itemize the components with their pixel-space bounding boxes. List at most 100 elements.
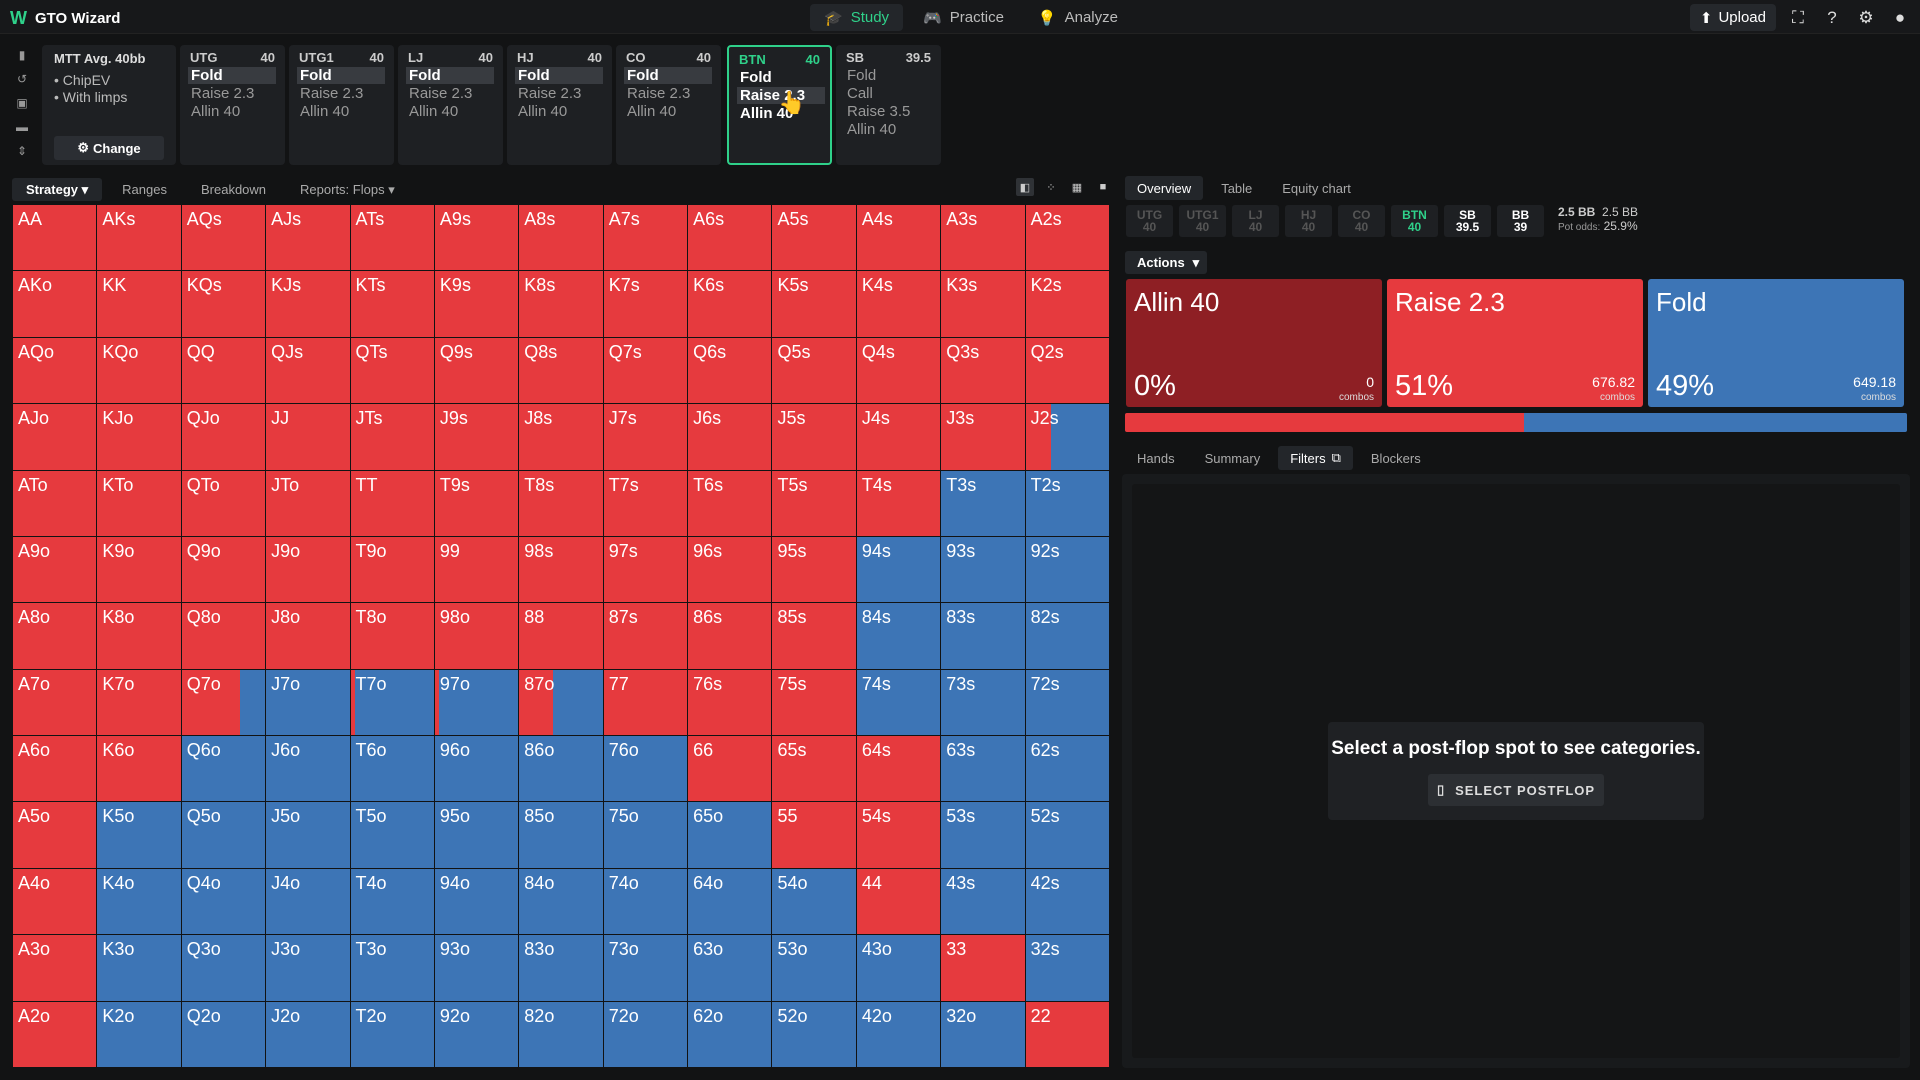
position-action[interactable]: Raise 2.3 — [518, 85, 582, 102]
hand-cell[interactable]: Q2s — [1025, 337, 1109, 404]
hand-cell[interactable]: T4o — [350, 868, 434, 935]
position-action[interactable]: Call — [847, 85, 873, 102]
hand-cell[interactable]: A4o — [13, 868, 97, 935]
hand-cell[interactable]: 94s — [856, 536, 941, 603]
hand-cell[interactable]: 83s — [941, 603, 1025, 669]
hand-cell[interactable]: J8s — [519, 404, 603, 470]
hand-cell[interactable]: T6o — [350, 736, 434, 802]
hand-cell[interactable]: AKo — [13, 271, 97, 337]
position-card-lj[interactable]: LJ 40 Fold Raise 2.3 Allin 40 — [398, 45, 503, 165]
nav-analyze[interactable]: 💡 Analyze — [1037, 9, 1118, 27]
hand-cell[interactable]: J3s — [941, 404, 1025, 470]
hand-cell[interactable]: T3s — [941, 470, 1025, 536]
hand-cell[interactable]: T2o — [350, 1001, 434, 1067]
position-action[interactable]: Fold — [406, 67, 494, 84]
hand-cell[interactable]: A9o — [13, 536, 97, 603]
gear-icon[interactable]: ⚙ — [1858, 7, 1874, 27]
hand-cell[interactable]: J9s — [434, 404, 519, 470]
hand-cell[interactable]: T4s — [856, 470, 941, 536]
hand-cell[interactable]: 73o — [603, 935, 688, 1001]
position-action[interactable]: Allin 40 — [191, 103, 241, 120]
mini-position-bb[interactable]: BB 39 — [1497, 205, 1544, 237]
position-action[interactable]: Fold — [624, 67, 712, 84]
hand-cell[interactable]: 63s — [941, 736, 1025, 802]
hand-cell[interactable]: K3s — [941, 271, 1025, 337]
action-box-allin[interactable]: Allin 40 0% 0 combos — [1126, 279, 1382, 407]
position-action[interactable]: Raise 3.5 — [847, 103, 911, 120]
hand-cell[interactable]: A9s — [434, 205, 519, 271]
mini-position-utg1[interactable]: UTG1 40 — [1179, 205, 1226, 237]
user-icon[interactable]: ● — [1894, 7, 1906, 27]
hand-cell[interactable]: Q8o — [181, 603, 266, 669]
hand-cell[interactable]: 66 — [688, 736, 772, 802]
hand-cell[interactable]: Q6s — [688, 337, 772, 404]
position-action[interactable]: Raise 2.3 — [627, 85, 691, 102]
hand-cell[interactable]: 75o — [603, 802, 688, 868]
tab-table[interactable]: Table — [1221, 180, 1253, 196]
hand-cell[interactable]: JTs — [350, 404, 434, 470]
hand-cell[interactable]: A6s — [688, 205, 772, 271]
hand-cell[interactable]: K2o — [97, 1001, 181, 1067]
hand-cell[interactable]: A5s — [772, 205, 856, 271]
hand-cell[interactable]: A2s — [1025, 205, 1109, 271]
hand-cell[interactable]: KQo — [97, 337, 181, 404]
hand-cell[interactable]: K3o — [97, 935, 181, 1001]
hand-cell[interactable]: 32s — [1025, 935, 1109, 1001]
reset-icon[interactable]: ↺ — [16, 72, 28, 86]
hand-cell[interactable]: T8s — [519, 470, 603, 536]
position-action[interactable]: Allin 40 — [627, 103, 677, 120]
hand-cell[interactable]: 32o — [941, 1001, 1025, 1067]
tab-breakdown[interactable]: Breakdown — [200, 182, 267, 197]
hand-cell[interactable]: K5s — [772, 271, 856, 337]
hand-cell[interactable]: J7o — [266, 669, 350, 736]
hand-cell[interactable]: A4s — [856, 205, 941, 271]
hand-cell[interactable]: ATo — [13, 470, 97, 536]
hand-cell[interactable]: Q4o — [181, 868, 266, 935]
hand-cell[interactable]: K7o — [97, 669, 181, 736]
hand-cell[interactable]: 93s — [941, 536, 1025, 603]
position-action[interactable]: Raise 2.3 — [409, 85, 473, 102]
hand-cell[interactable]: Q7o — [181, 669, 266, 736]
grid-small-icon[interactable]: ⁘ — [1046, 181, 1056, 194]
hand-cell[interactable]: 54o — [772, 868, 856, 935]
hand-cell[interactable]: Q2o — [181, 1001, 266, 1067]
mini-position-sb[interactable]: SB 39.5 — [1444, 205, 1491, 237]
position-action[interactable]: Allin 40 — [300, 103, 350, 120]
hand-cell[interactable]: T7o — [350, 669, 434, 736]
hand-cell[interactable]: QTo — [181, 470, 266, 536]
hand-cell[interactable]: KTs — [350, 271, 434, 337]
hand-cell[interactable]: K8o — [97, 603, 181, 669]
hand-cell[interactable]: 62s — [1025, 736, 1109, 802]
hand-cell[interactable]: 53o — [772, 935, 856, 1001]
position-card-sb[interactable]: SB 39.5 Fold Call Raise 3.5 Allin 40 — [836, 45, 941, 165]
hand-cell[interactable]: 82o — [519, 1001, 603, 1067]
hand-cell[interactable]: A2o — [13, 1001, 97, 1067]
hand-cell[interactable]: 87o — [519, 669, 603, 736]
app-logo[interactable]: W GTO Wizard — [10, 8, 120, 29]
hand-cell[interactable]: Q5o — [181, 802, 266, 868]
hand-cell[interactable]: Q8s — [519, 337, 603, 404]
tab-ranges[interactable]: Ranges — [122, 182, 167, 197]
hand-cell[interactable]: 94o — [434, 868, 519, 935]
hand-cell[interactable]: J2o — [266, 1001, 350, 1067]
hand-cell[interactable]: 84s — [856, 603, 941, 669]
position-action[interactable]: Fold — [188, 67, 276, 84]
hand-cell[interactable]: 73s — [941, 669, 1025, 736]
position-card-utg[interactable]: UTG 40 Fold Raise 2.3 Allin 40 — [180, 45, 285, 165]
tab-overview[interactable]: Overview — [1125, 176, 1204, 200]
hand-cell[interactable]: A3s — [941, 205, 1025, 271]
hand-cell[interactable]: K9o — [97, 536, 181, 603]
hand-cell[interactable]: AQo — [13, 337, 97, 404]
hand-cell[interactable]: 82s — [1025, 603, 1109, 669]
hand-cell[interactable]: 83o — [519, 935, 603, 1001]
hand-cell[interactable]: A3o — [13, 935, 97, 1001]
hand-cell[interactable]: AA — [13, 205, 97, 271]
hand-cell[interactable]: 95s — [772, 536, 856, 603]
hand-cell[interactable]: J9o — [266, 536, 350, 603]
hand-cell[interactable]: 64s — [856, 736, 941, 802]
hand-cell[interactable]: 55 — [772, 802, 856, 868]
hand-cell[interactable]: 72s — [1025, 669, 1109, 736]
nav-practice[interactable]: 🎮 Practice — [923, 9, 1004, 27]
hand-cell[interactable]: J3o — [266, 935, 350, 1001]
hand-cell[interactable]: 42s — [1025, 868, 1109, 935]
